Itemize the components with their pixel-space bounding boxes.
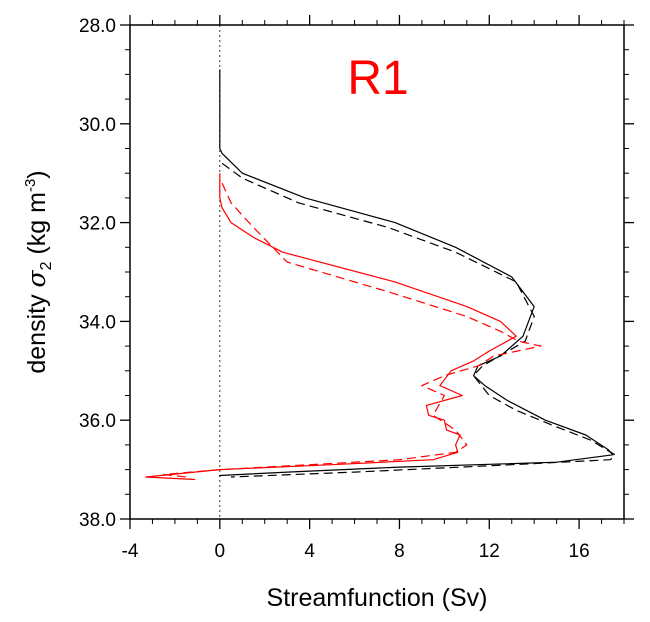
series-red-solid-line (145, 173, 517, 481)
series-red-dashed-line (163, 182, 542, 478)
y-title-subscript: 2 (38, 261, 55, 270)
y-title-symbol: σ (22, 269, 51, 287)
series-layer (145, 69, 616, 481)
x-tick-label-16: 16 (569, 541, 590, 562)
y-title-unit-sup: -3 (22, 179, 39, 192)
series-black-solid-line (219, 69, 614, 477)
x-tick-label-4: 4 (304, 541, 315, 562)
y-tick-label-28: 28.0 (79, 16, 116, 37)
y-title-unit-open: (kg m (23, 192, 51, 261)
y-title-prefix: density (23, 287, 51, 373)
y-axis-title: density σ2 (kg m-3) (22, 170, 55, 373)
y-title-unit-close: ) (23, 170, 51, 178)
x-tick-label-0: 0 (215, 541, 226, 562)
y-tick-label-32: 32.0 (79, 214, 116, 235)
x-tick-label--4: -4 (122, 541, 139, 562)
y-tick-label-36: 36.0 (79, 411, 116, 432)
x-tick-label-8: 8 (394, 541, 405, 562)
panel-label: R1 (347, 52, 408, 105)
series-black-dashed-line (221, 162, 616, 478)
y-tick-label-38: 38.0 (79, 510, 116, 531)
y-tick-label-30: 30.0 (79, 115, 116, 136)
x-axis-title: Streamfunction (Sv) (267, 584, 488, 612)
tick-layer: -4 0 4 8 12 16 28.0 30.0 32.0 34.0 36.0 38.0 (79, 15, 634, 562)
y-tick-label-34: 34.0 (79, 312, 116, 333)
x-tick-label-12: 12 (479, 541, 500, 562)
